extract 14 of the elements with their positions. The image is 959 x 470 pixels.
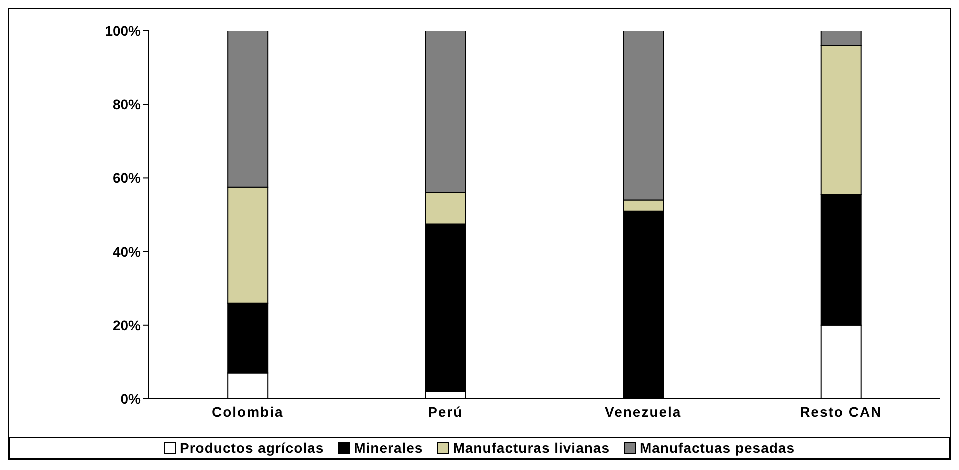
legend-label: Manufactuas pesadas <box>638 440 795 456</box>
legend-label: Manufacturas livianas <box>452 440 610 456</box>
x-tick-label: Perú <box>428 404 464 420</box>
y-tick-label: 0% <box>120 390 142 407</box>
y-tick-label: 20% <box>112 317 142 334</box>
legend-label: Productos agrícolas <box>179 440 324 456</box>
legend-label: Minerales <box>353 440 424 456</box>
x-tick-label: Colombia <box>212 404 284 420</box>
y-tick-label: 100% <box>105 22 142 39</box>
x-tick-label: Resto CAN <box>800 404 882 420</box>
y-tick-label: 80% <box>112 96 142 113</box>
x-tick-label: Venezuela <box>605 404 682 420</box>
y-tick-label: 40% <box>112 244 142 260</box>
y-tick-label: 60% <box>112 170 142 186</box>
